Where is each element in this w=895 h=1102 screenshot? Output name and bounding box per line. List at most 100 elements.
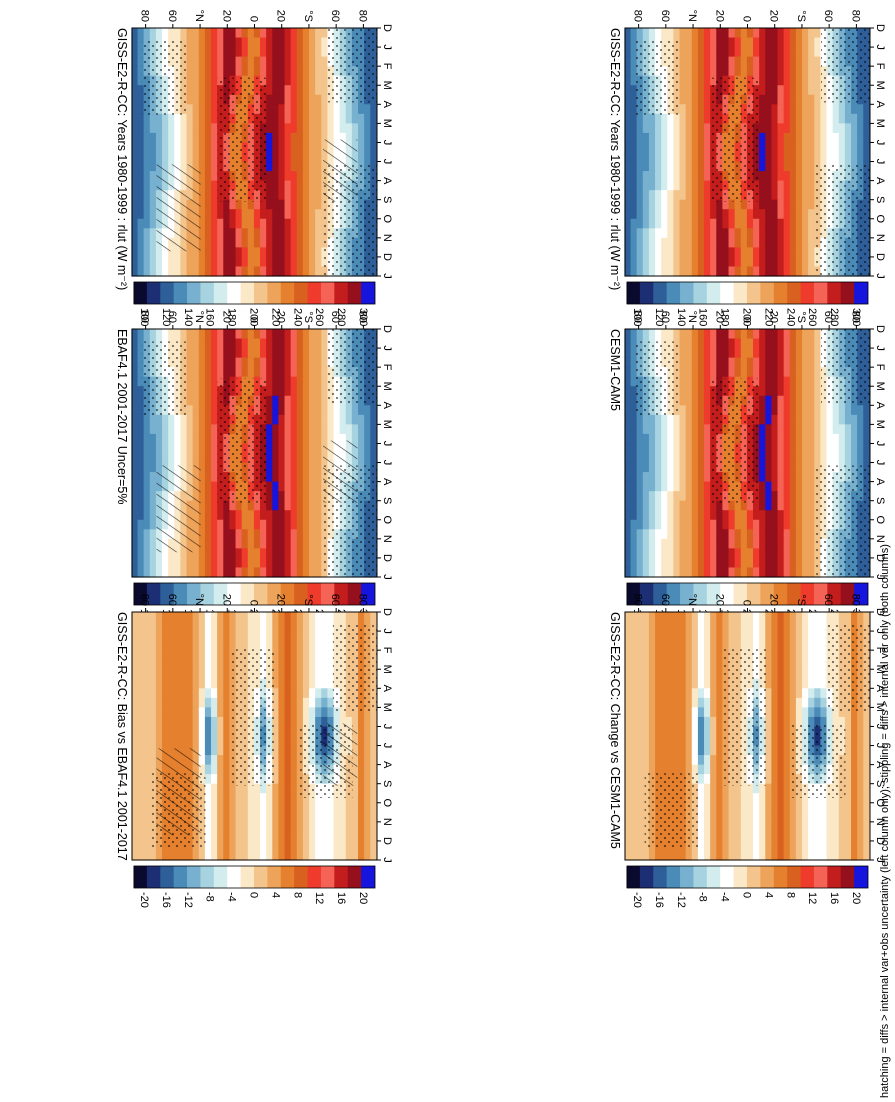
heat-cell (198, 678, 206, 689)
heat-cell (290, 481, 298, 492)
heat-cell (765, 237, 772, 248)
heat-cell (223, 640, 230, 651)
heat-cell (364, 726, 371, 737)
heat-cell (290, 850, 298, 861)
heat-cell (204, 538, 212, 549)
heat-cell (716, 338, 723, 349)
heat-cell (333, 812, 341, 823)
heat-cell (351, 840, 359, 852)
heat-cell (661, 414, 668, 425)
heat-cell (642, 180, 650, 191)
heat-cell (722, 329, 730, 340)
heat-cell (315, 548, 322, 559)
heat-cell (235, 367, 243, 378)
heat-cell (211, 669, 218, 680)
heat-cell (143, 621, 151, 632)
heat-cell (272, 443, 279, 454)
heat-cell (204, 821, 212, 832)
heat-cell (315, 500, 322, 511)
heat-cell (174, 152, 181, 163)
heat-cell (771, 357, 779, 368)
heat-cell (783, 123, 791, 134)
heat-cell (704, 37, 711, 48)
heat-cell (272, 462, 279, 473)
heat-cell (808, 142, 815, 153)
heat-cell (728, 47, 736, 58)
heat-cell (697, 161, 705, 172)
heat-cell (284, 237, 292, 248)
heat-cell (771, 256, 779, 268)
heat-cell (716, 228, 723, 239)
heat-cell (789, 104, 797, 115)
heat-cell (771, 405, 779, 416)
heat-cell (642, 237, 650, 248)
heat-cell (211, 538, 218, 549)
heat-cell (789, 142, 797, 153)
heat-cell (704, 75, 711, 86)
heat-cell (296, 529, 304, 540)
heat-cell (204, 557, 212, 569)
month-label: A (381, 761, 393, 769)
heat-cell (204, 774, 212, 785)
heat-cell (247, 500, 255, 511)
heat-cell (691, 171, 699, 182)
heat-cell (351, 414, 359, 425)
heat-cell (771, 142, 779, 153)
heat-cell (217, 669, 224, 680)
heat-cell (204, 123, 212, 134)
heat-cell (777, 37, 785, 48)
heat-cell (296, 612, 304, 623)
heat-cell (186, 66, 194, 77)
heat-cell (211, 56, 218, 67)
heat-cell (296, 171, 304, 182)
heat-cell (253, 357, 261, 368)
heat-cell (321, 386, 328, 397)
heat-cell (315, 395, 322, 406)
month-label: A (381, 685, 393, 693)
heat-cell (162, 716, 169, 728)
colorbar-swatch (187, 583, 201, 605)
heat-cell (697, 266, 705, 277)
heat-cell (204, 386, 212, 397)
heat-cell (272, 567, 279, 578)
colorbar-tick-label: 220 (762, 308, 774, 326)
heat-cell (624, 367, 632, 378)
heat-cell (198, 348, 206, 359)
heat-cell (278, 66, 286, 77)
heat-cell (278, 510, 286, 521)
heat-cell (624, 199, 632, 210)
heat-cell (217, 707, 224, 718)
lat-label: 60 (822, 10, 834, 22)
heat-cell (358, 840, 365, 852)
lat-label: 20 (713, 10, 725, 22)
heat-cell (143, 491, 151, 502)
heat-cell (808, 247, 815, 258)
heat-cell (783, 433, 791, 445)
heat-cell (655, 180, 662, 191)
month-label: F (381, 63, 393, 70)
heat-cell (149, 519, 157, 530)
heat-cell (229, 557, 237, 569)
heat-cell (174, 414, 181, 425)
heat-cell (235, 357, 243, 368)
heat-cell (204, 94, 212, 105)
heat-cell (211, 37, 218, 48)
heat-cell (802, 357, 809, 368)
heat-cell (327, 840, 335, 852)
heat-cell (284, 395, 292, 406)
heat-cell (802, 152, 809, 163)
heat-cell (266, 94, 273, 105)
heat-cell (168, 256, 175, 268)
heat-cell (302, 519, 310, 530)
heat-cell (296, 640, 304, 651)
lat-label: °S (302, 311, 314, 323)
heat-cell (241, 783, 249, 794)
heat-cell (217, 726, 224, 737)
heat-cell (642, 132, 650, 144)
heat-cell (149, 453, 157, 464)
heat-cell (661, 161, 668, 172)
heat-cell (137, 218, 145, 229)
heat-cell (697, 152, 705, 163)
heat-cell (204, 567, 212, 578)
heat-cell (180, 688, 188, 699)
